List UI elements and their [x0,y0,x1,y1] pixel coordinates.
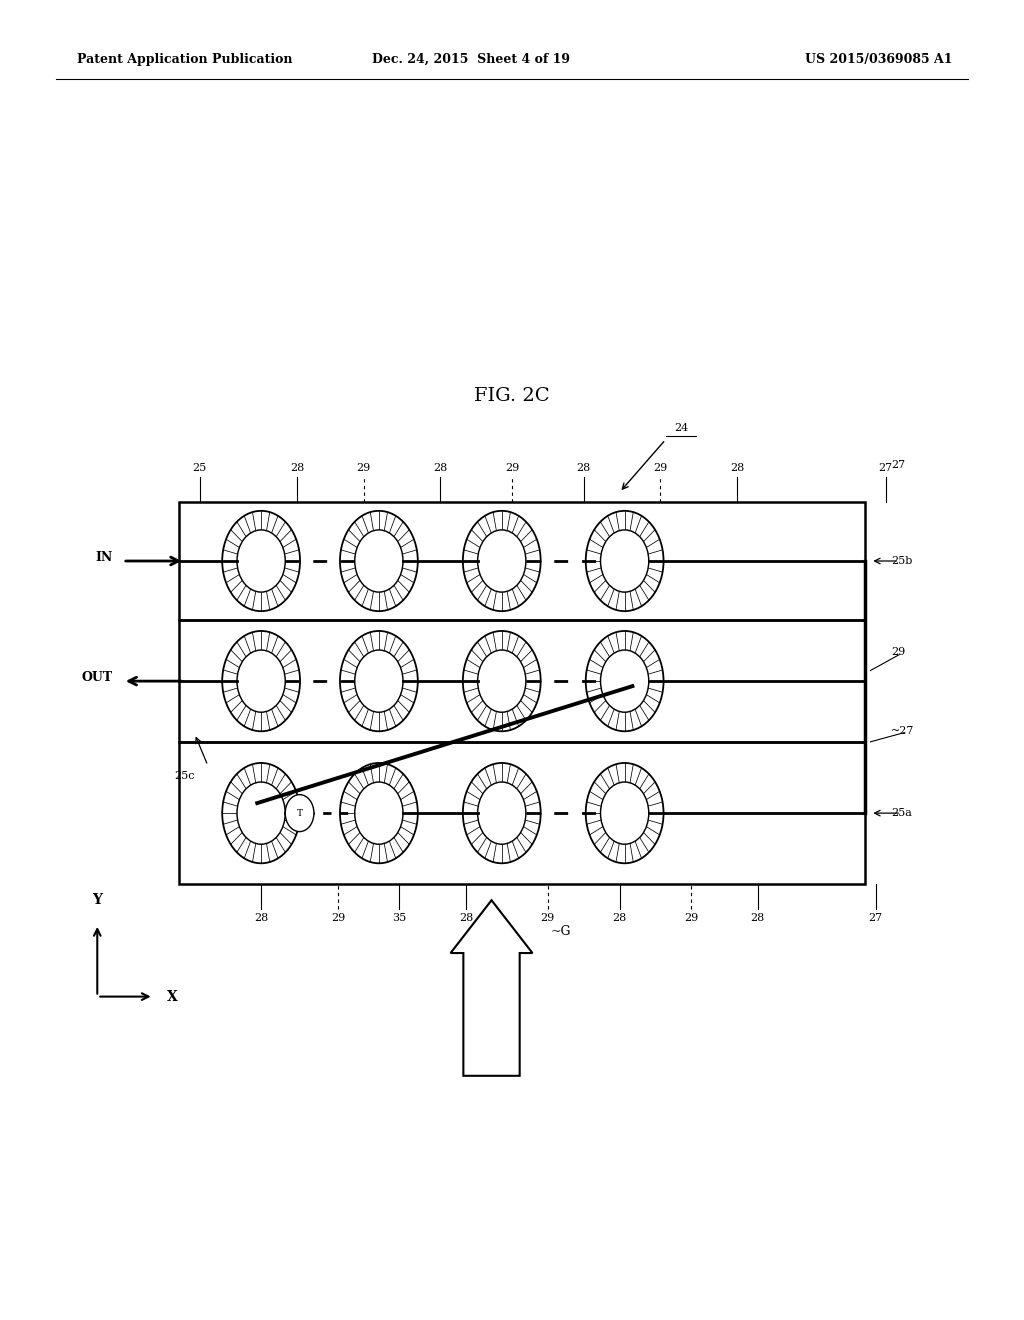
Circle shape [340,763,418,863]
Text: 25c: 25c [174,771,195,781]
Text: 28: 28 [254,913,268,924]
Circle shape [237,649,286,713]
Text: 25: 25 [193,462,207,473]
Polygon shape [451,900,532,1076]
Circle shape [586,511,664,611]
Circle shape [354,781,403,845]
Text: 28: 28 [433,462,447,473]
Text: ~27: ~27 [891,726,914,737]
Text: 28: 28 [459,913,473,924]
Circle shape [237,781,286,845]
Circle shape [463,763,541,863]
Text: 29: 29 [541,913,555,924]
Circle shape [237,529,286,593]
Text: 28: 28 [751,913,765,924]
Circle shape [340,511,418,611]
Circle shape [222,763,300,863]
Text: 28: 28 [577,462,591,473]
Text: 27: 27 [879,462,893,473]
Bar [179,742,865,884]
Text: 29: 29 [505,462,519,473]
Circle shape [286,795,314,832]
Text: 29: 29 [891,647,905,657]
Circle shape [354,529,403,593]
Text: US 2015/0369085 A1: US 2015/0369085 A1 [805,53,952,66]
Text: 24: 24 [674,422,688,433]
Text: 27: 27 [868,913,883,924]
Text: 25b: 25b [891,556,912,566]
Circle shape [354,649,403,713]
Circle shape [222,631,300,731]
Text: T: T [297,809,302,817]
Circle shape [477,781,526,845]
Text: 28: 28 [290,462,304,473]
Text: 28: 28 [612,913,627,924]
Text: IN: IN [95,550,113,564]
Text: OUT: OUT [82,671,113,684]
Circle shape [340,631,418,731]
Text: Dec. 24, 2015  Sheet 4 of 19: Dec. 24, 2015 Sheet 4 of 19 [372,53,570,66]
Text: 25a: 25a [891,808,911,818]
Circle shape [477,649,526,713]
Circle shape [463,631,541,731]
Circle shape [222,511,300,611]
Text: 29: 29 [653,462,668,473]
Text: ~G: ~G [551,925,571,939]
Text: 28: 28 [730,462,744,473]
Circle shape [477,529,526,593]
Text: Y: Y [92,892,102,907]
Text: 29: 29 [684,913,698,924]
Text: 29: 29 [331,913,345,924]
Bar [179,502,865,620]
Circle shape [586,763,664,863]
Text: X: X [167,990,177,1003]
Text: 29: 29 [356,462,371,473]
Circle shape [600,781,649,845]
Circle shape [463,511,541,611]
Text: 35: 35 [392,913,407,924]
Circle shape [600,649,649,713]
Text: Patent Application Publication: Patent Application Publication [77,53,292,66]
Text: 27: 27 [891,459,905,470]
Text: FIG. 2C: FIG. 2C [474,387,550,405]
Circle shape [586,631,664,731]
Circle shape [600,529,649,593]
Bar [179,620,865,742]
